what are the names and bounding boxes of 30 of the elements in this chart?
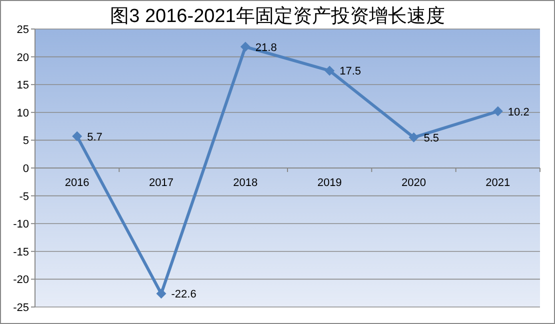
chart-title: 图3 2016-2021年固定资产投资增长速度: [110, 5, 445, 27]
y-tick-label: 10: [16, 107, 29, 120]
y-tick-label: 15: [16, 80, 29, 92]
y-tick-label: -15: [13, 246, 29, 258]
point: [408, 132, 419, 142]
x-tick-label: 2019: [317, 177, 342, 189]
data-label: 5.7: [87, 131, 102, 144]
x-tick-label: 2018: [233, 177, 258, 189]
point: [240, 42, 250, 52]
y-tick-label: 20: [16, 52, 29, 64]
x-tick-label: 2016: [64, 177, 90, 189]
data-label: 17.5: [340, 66, 362, 78]
y-tick-label: 25: [16, 24, 29, 36]
y-tick-label: -5: [19, 190, 29, 203]
y-tick-label: 0: [22, 163, 29, 175]
point: [156, 288, 166, 299]
point: [72, 131, 82, 142]
data-label: 10.2: [508, 106, 530, 118]
data-label: -22.6: [171, 288, 196, 301]
point: [324, 66, 335, 76]
y-tick-label: -20: [13, 274, 29, 286]
point: [492, 106, 503, 116]
data-label: 5.5: [424, 132, 440, 144]
x-tick-label: 2021: [486, 177, 510, 189]
x-tick-label: 2017: [149, 177, 174, 189]
y-tick-label: -10: [13, 218, 29, 231]
data-label: 21.8: [255, 42, 277, 54]
x-tick-label: 2020: [402, 177, 426, 189]
y-tick-label: 5: [22, 135, 29, 148]
y-tick-label: -25: [13, 302, 29, 314]
